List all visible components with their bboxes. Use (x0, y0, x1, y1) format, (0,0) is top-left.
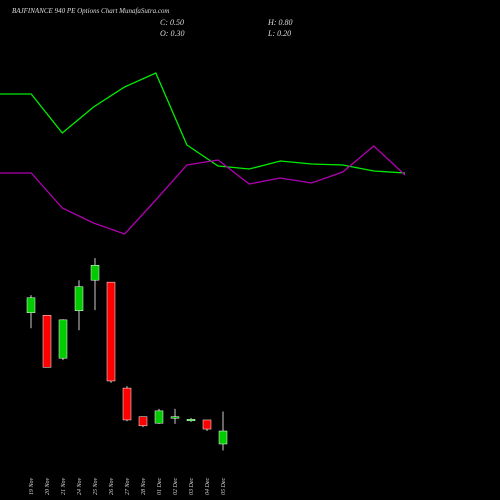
candle-body (90, 265, 100, 281)
x-tick-label: 20 Nov (45, 477, 51, 495)
x-tick-label: 02 Dec (173, 478, 179, 495)
candle-body (106, 281, 116, 382)
candle-body (74, 286, 84, 312)
overlay-line (0, 72, 406, 174)
chart-title: BAJFINANCE 940 PE Options Chart MunafaSu… (12, 7, 170, 15)
candle-body (186, 419, 196, 422)
candle-body (154, 410, 164, 424)
candle-body (26, 297, 36, 313)
x-tick-label: 03 Dec (189, 478, 195, 495)
info-close: C: 0.50 (160, 18, 184, 27)
candle-body (58, 319, 68, 359)
candle-body (218, 430, 228, 445)
candle-body (202, 419, 212, 430)
x-tick-label: 25 Nov (93, 477, 99, 495)
overlay-line (0, 145, 406, 235)
x-tick-label: 05 Dec (221, 478, 227, 495)
candle-body (138, 416, 148, 427)
candle-body (42, 315, 52, 368)
info-low: L: 0.20 (267, 29, 291, 38)
x-tick-label: 19 Nov (29, 477, 35, 495)
x-tick-label: 04 Dec (204, 478, 211, 495)
x-tick-label: 01 Dec (157, 478, 163, 495)
candle-body (122, 387, 132, 421)
info-high: H: 0.80 (267, 18, 292, 27)
x-tick-label: 24 Nov (76, 477, 83, 495)
candle-body (170, 416, 180, 419)
info-open: O: 0.30 (160, 29, 184, 38)
x-tick-label: 21 Nov (61, 477, 67, 495)
x-tick-label: 26 Nov (109, 477, 115, 495)
x-tick-label: 27 Nov (125, 477, 131, 495)
x-tick-label: 28 Nov (141, 477, 147, 495)
